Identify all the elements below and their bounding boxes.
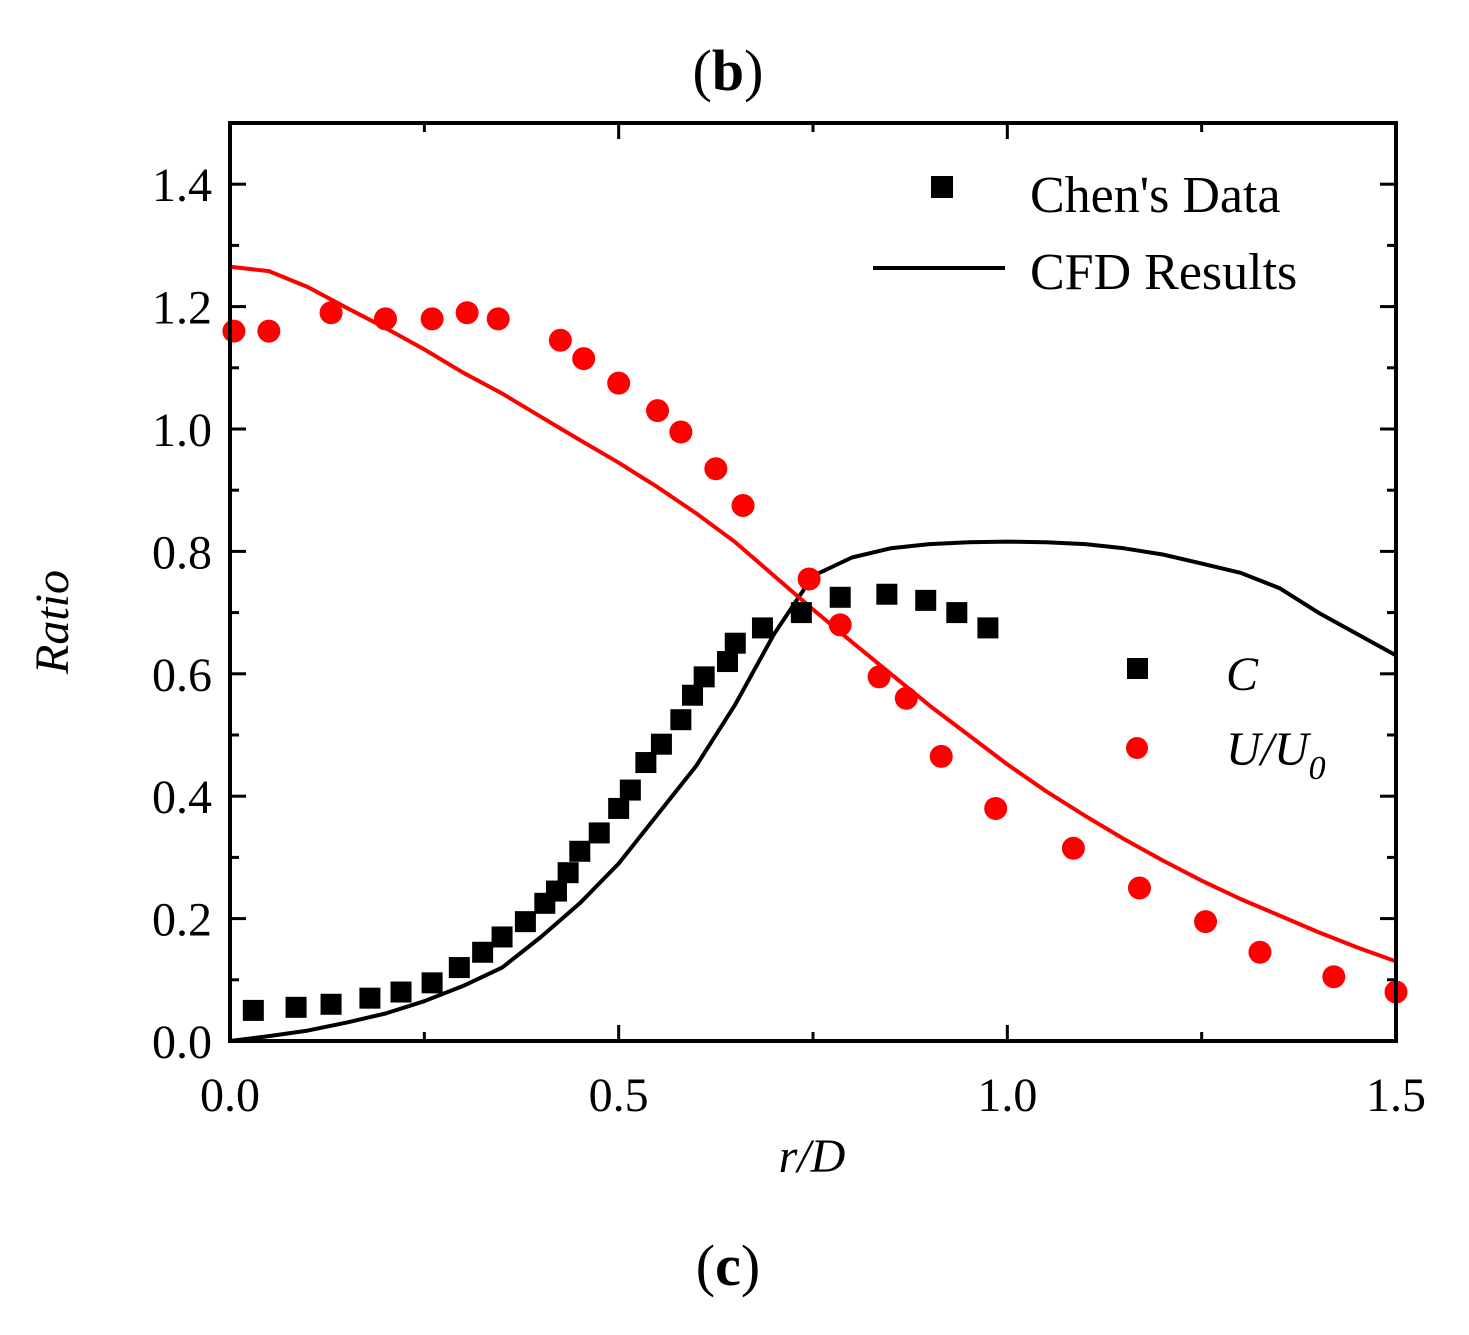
panel-label-bottom: (c) [696,1233,760,1298]
data-point-u [222,319,246,343]
x-tick-label: 0.5 [589,1069,649,1122]
data-point-c [608,797,630,819]
legend-c-marker [1127,658,1148,679]
data-point-c [682,684,704,706]
legend-u-marker [1126,737,1148,759]
data-point-c [588,822,610,844]
data-point-u [486,307,510,331]
data-point-u [607,371,631,395]
data-point-c [448,957,470,979]
data-point-u [548,328,572,352]
y-tick-label: 0.8 [152,526,212,579]
x-axis-title: r/D [779,1130,846,1183]
data-point-u [646,399,670,423]
data-point-c [670,709,692,731]
legend-style: Chen's Data CFD Results [873,167,1297,301]
y-tick-label: 1.0 [152,404,212,457]
panel-label-top: (b) [693,38,764,103]
data-point-c [569,840,591,862]
data-point-u [373,307,397,331]
data-point-u [319,301,343,325]
data-point-c [946,602,968,624]
legend-square-label: Chen's Data [1030,167,1281,224]
data-point-c [716,651,738,673]
data-point-u [984,796,1008,820]
tick-labels: 0.0 0.5 1.0 1.5 0.0 0.2 0.4 0.6 0.8 1.0 1.2 1.4 [152,159,1426,1122]
data-point-c [472,941,494,963]
data-point-c [242,999,264,1021]
y-tick-label: 1.2 [152,282,212,335]
legend-c-label: C [1226,648,1259,701]
data-point-c [650,733,672,755]
y-tick-label: 0.0 [152,1016,212,1069]
data-point-c [514,911,536,933]
data-point-c [829,586,851,608]
x-tick-label: 0.0 [200,1069,260,1122]
data-point-c [390,981,412,1003]
data-point-u [731,494,755,517]
y-tick-label: 1.4 [152,159,212,212]
x-tick-label: 1.0 [977,1069,1037,1122]
legend-line-label: CFD Results [1030,244,1297,301]
data-point-c [557,862,579,884]
data-point-u [1194,910,1218,934]
data-point-u [1127,876,1151,900]
legend-square-marker [931,176,953,198]
data-point-c [915,589,937,611]
data-point-c [320,993,342,1015]
legend-u-label: U/U0 [1226,723,1326,787]
data-point-u [1322,965,1346,989]
y-tick-label: 0.4 [152,771,212,824]
y-axis-title: Ratio [26,570,79,675]
data-point-c [359,987,381,1009]
data-point-c [977,617,999,639]
data-point-u [1061,836,1085,860]
plot-series [222,264,1408,1043]
legend-u-subscript: 0 [1309,750,1326,787]
data-point-u [828,613,852,637]
data-point-c [635,752,657,774]
data-point-c [876,583,898,605]
data-point-u [797,567,821,591]
data-point-u [257,319,281,343]
data-point-c [421,972,443,994]
data-point-c [619,779,641,801]
data-point-u [455,301,479,325]
data-point-c [491,926,513,948]
data-point-u [894,686,918,710]
legend-vars: C U/U0 [1126,648,1326,787]
cfd-line-u [229,264,1397,964]
plot-frame [228,121,1398,1043]
data-point-c [790,602,812,624]
data-point-u [1248,940,1272,964]
x-tick-label: 1.5 [1366,1069,1426,1122]
data-point-c [751,617,773,639]
data-point-c [724,632,746,654]
data-point-u [420,307,444,331]
data-point-c [545,880,567,902]
data-point-u [669,420,693,444]
cfd-line-c [229,539,1397,1043]
y-tick-label: 0.6 [152,649,212,702]
data-point-u [929,744,953,768]
data-point-u [572,347,596,371]
data-point-c [693,666,715,688]
data-point-u [704,457,728,481]
data-point-c [285,996,307,1018]
data-point-u [867,665,891,689]
y-tick-label: 0.2 [152,894,212,947]
